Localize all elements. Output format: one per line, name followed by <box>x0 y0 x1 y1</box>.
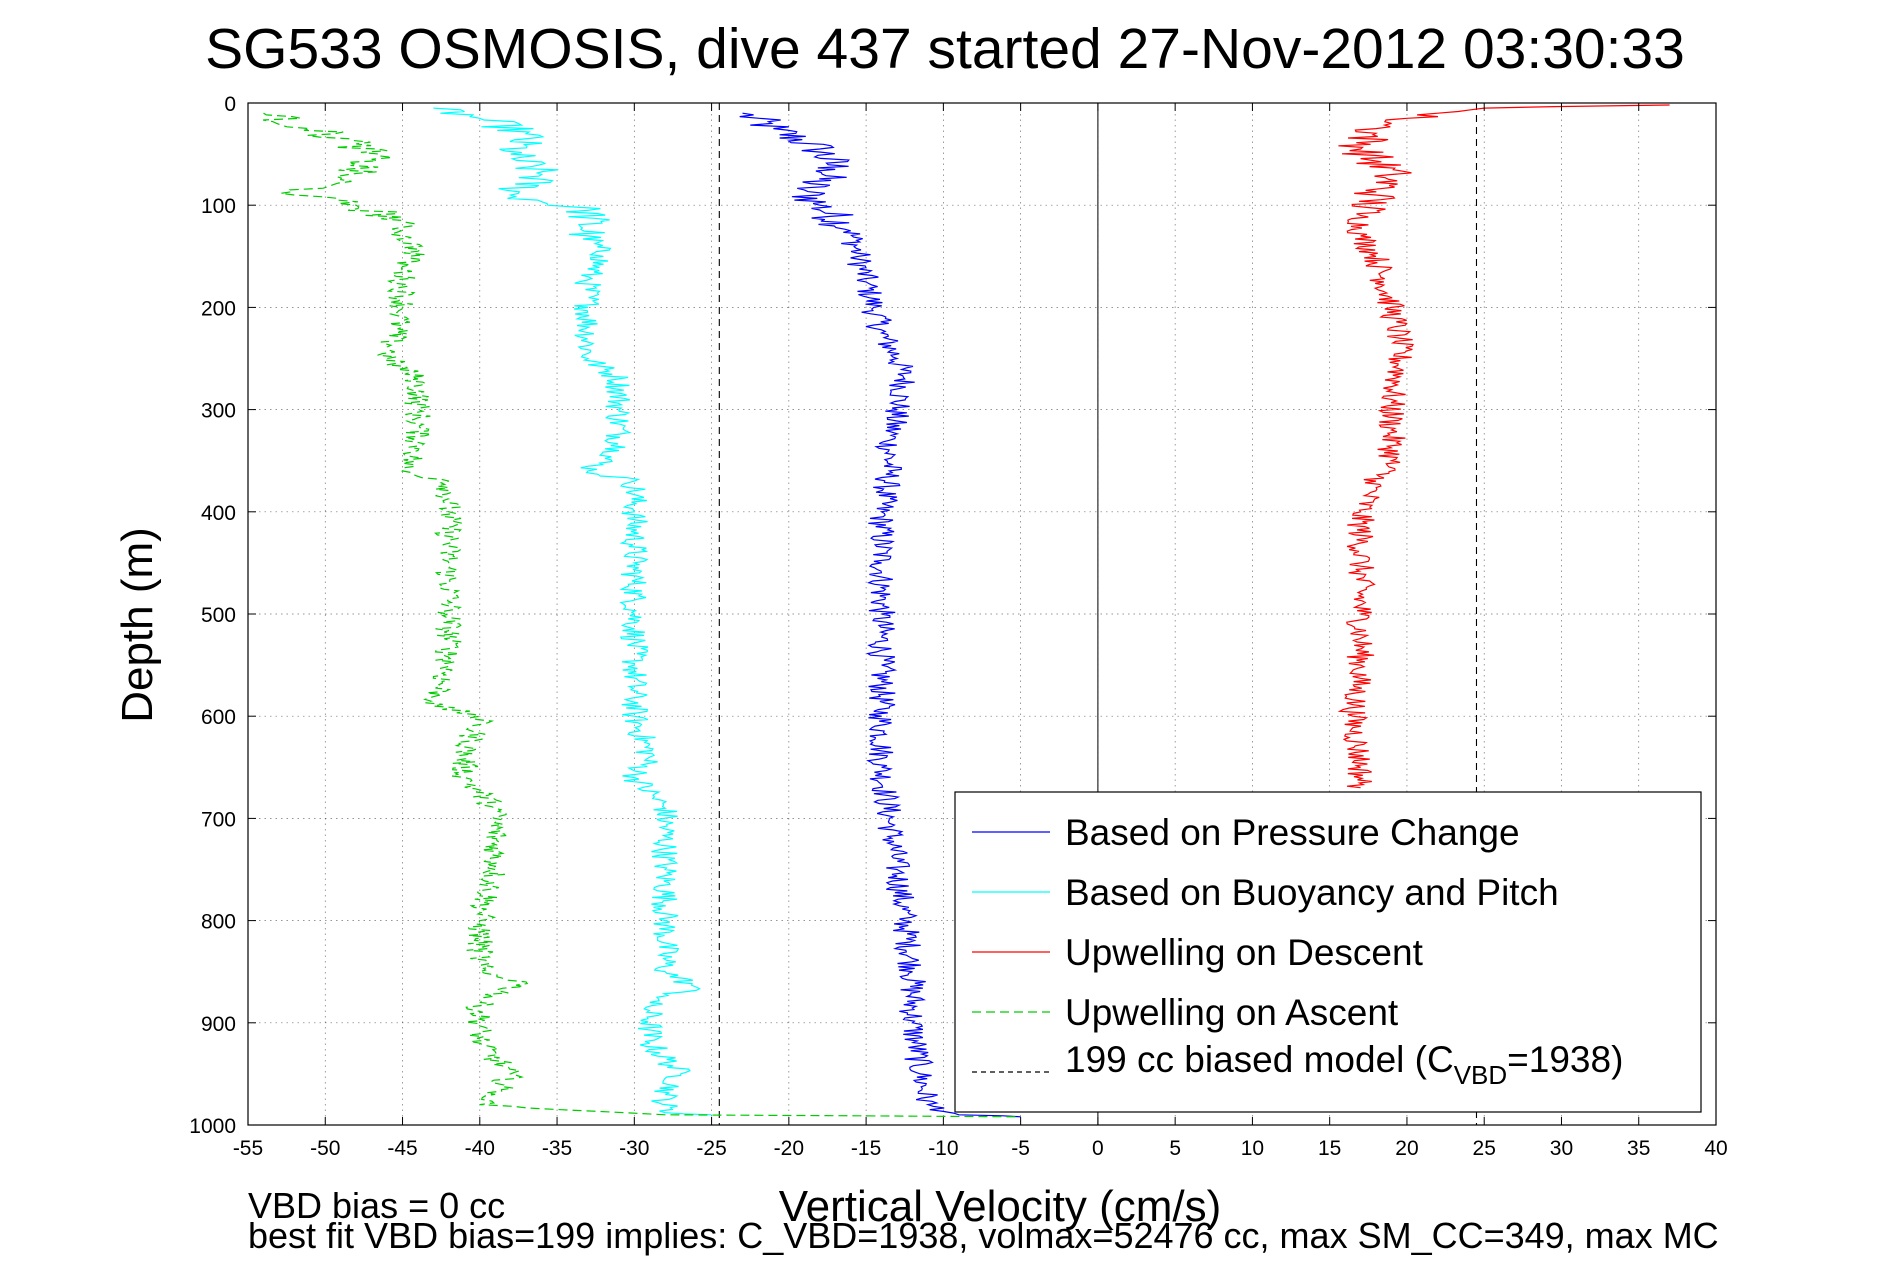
footer-fit-text: best fit VBD bias=199 implies: C_VBD=193… <box>248 1215 1719 1256</box>
x-tick-label: -25 <box>696 1137 726 1160</box>
x-tick-label: 0 <box>1092 1137 1104 1160</box>
y-tick-label: 500 <box>201 604 236 627</box>
x-tick-label: -35 <box>542 1137 572 1160</box>
legend-model-sub: VBD <box>1454 1060 1507 1090</box>
legend-entry-model: 199 cc biased model (CVBD=1938) <box>1065 1039 1623 1090</box>
y-tick-label: 800 <box>201 911 236 934</box>
y-tick-label: 300 <box>201 400 236 423</box>
series-lines <box>262 104 1670 1118</box>
legend-entry-buoyancy: Based on Buoyancy and Pitch <box>1065 872 1559 913</box>
series-line-based-on-buoyancy-and-pitch <box>433 107 712 1116</box>
y-tick-label: 0 <box>224 93 236 116</box>
footer-bias-text: VBD bias = 0 cc <box>248 1185 505 1226</box>
x-tick-label: -10 <box>928 1137 958 1160</box>
y-tick-label: 600 <box>201 706 236 729</box>
legend-model-tail: =1938) <box>1507 1039 1623 1080</box>
series-line-upwelling-on-ascent <box>262 112 1021 1118</box>
legend-entry-ascent: Upwelling on Ascent <box>1065 992 1399 1033</box>
x-tick-label: -30 <box>619 1137 649 1160</box>
y-tick-label: 200 <box>201 297 236 320</box>
x-axis-label: Vertical Velocity (cm/s) <box>779 1182 1222 1231</box>
series-line-based-on-pressure-change <box>739 112 1021 1118</box>
x-tick-label: -45 <box>387 1137 417 1160</box>
y-tick-label: 100 <box>201 195 236 218</box>
axis-ticks: -55 -50 -45 -40 -35 -30 -25 -20 -15 -10 -5 0 5 10 15 20… <box>189 93 1727 1160</box>
x-tick-label: 5 <box>1169 1137 1181 1160</box>
x-tick-label: -20 <box>774 1137 804 1160</box>
x-tick-label: -50 <box>310 1137 340 1160</box>
x-tick-label: 40 <box>1704 1137 1727 1160</box>
x-tick-label: 35 <box>1627 1137 1650 1160</box>
x-tick-label: -15 <box>851 1137 881 1160</box>
x-tick-label: 20 <box>1395 1137 1418 1160</box>
x-tick-label: -40 <box>465 1137 495 1160</box>
legend-model-text: 199 cc biased model (C <box>1065 1039 1454 1080</box>
y-tick-label: 400 <box>201 502 236 525</box>
chart-title: SG533 OSMOSIS, dive 437 started 27-Nov-2… <box>205 17 1685 81</box>
series-line-upwelling-on-descent <box>1337 104 1670 789</box>
legend: Based on Pressure Change Based on Buoyan… <box>954 791 1702 1113</box>
legend-entry-pressure: Based on Pressure Change <box>1065 812 1520 853</box>
y-tick-label: 900 <box>201 1013 236 1036</box>
x-tick-label: 15 <box>1318 1137 1341 1160</box>
y-axis-label: Depth (m) <box>113 527 162 723</box>
legend-entry-descent: Upwelling on Descent <box>1065 932 1424 973</box>
x-tick-label: 25 <box>1473 1137 1496 1160</box>
x-tick-label: -5 <box>1011 1137 1030 1160</box>
y-tick-label: 1000 <box>189 1115 236 1138</box>
x-tick-label: -55 <box>233 1137 263 1160</box>
legend-box <box>954 791 1702 1113</box>
x-tick-label: 30 <box>1550 1137 1573 1160</box>
y-tick-label: 700 <box>201 808 236 831</box>
x-tick-label: 10 <box>1241 1137 1264 1160</box>
